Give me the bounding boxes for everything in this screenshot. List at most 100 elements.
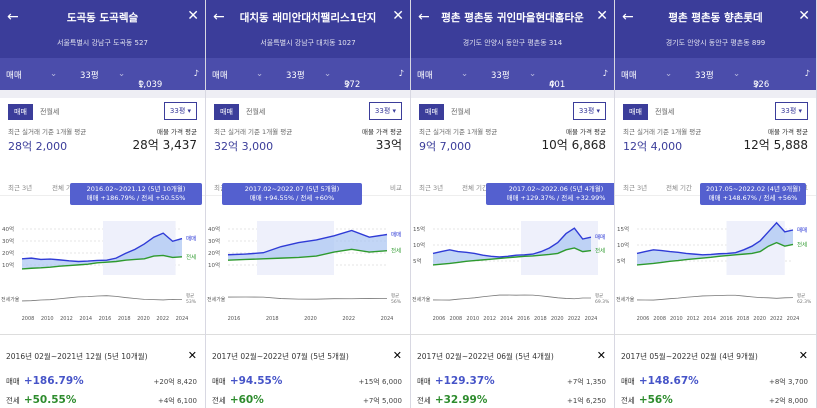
close-icon[interactable]: ✕ (596, 8, 608, 24)
period-tab-all[interactable]: 전체 기간 (52, 184, 78, 192)
listing-average-value: 12억 5,888 (743, 138, 808, 152)
close-icon[interactable]: ✕ (798, 349, 808, 362)
sale-label: 매매 (621, 377, 635, 386)
trade-type-filter[interactable]: 매매 (621, 71, 637, 81)
search-icon: ⚲ (138, 80, 145, 90)
tab-sale[interactable]: 매매 (8, 104, 33, 120)
recent-price-label: 최근 실거래 기준 1개월 평균 (214, 128, 293, 136)
close-icon[interactable]: ✕ (798, 8, 810, 24)
period-tab-all[interactable]: 전체 기간 (462, 184, 488, 192)
size-select[interactable]: 33평 ▾ (368, 102, 402, 120)
size-filter[interactable]: 33평 (80, 71, 99, 81)
jeonse-line (432, 247, 592, 266)
bell-icon[interactable]: ♪ (804, 69, 810, 79)
size-filter[interactable]: 33평 (695, 71, 714, 81)
jeonse-change-row: 전세 +32.99% (417, 394, 487, 406)
period-tab-compare[interactable]: 비교 (390, 184, 402, 192)
chevron-down-icon[interactable]: ⌄ (733, 69, 741, 79)
jeonse-change-pct: +56% (638, 394, 673, 406)
chevron-down-icon[interactable]: ⌄ (461, 69, 469, 79)
filter-bar: 매매 ⌄ 33평 ⌄ ⚲ 1,039 ♪ (0, 58, 205, 90)
close-icon[interactable]: ✕ (187, 8, 199, 24)
y-tick-label: 20억 (2, 249, 14, 257)
size-select[interactable]: 33평 ▾ (572, 102, 606, 120)
complex-address: 경기도 안양시 동안구 평촌동 314 (462, 39, 563, 47)
filter-bar: 매매 ⌄ 33평 ⌄ ⚲ 372 ♪ (206, 58, 410, 90)
x-tick-label: 2016 (720, 316, 733, 322)
sale-line (227, 229, 388, 256)
size-filter[interactable]: 33평 (491, 71, 510, 81)
tab-jeonse[interactable]: 전월세 (40, 108, 60, 116)
period-tab-3y[interactable]: 최근 3년 (623, 184, 648, 192)
jeonse-change-pct: +50.55% (23, 394, 77, 406)
bell-icon[interactable]: ♪ (398, 69, 404, 79)
tab-sale[interactable]: 매매 (214, 104, 239, 120)
chevron-down-icon[interactable]: ⌄ (256, 69, 264, 79)
tab-jeonse[interactable]: 전월세 (246, 108, 266, 116)
trade-type-filter[interactable]: 매매 (417, 71, 433, 81)
chevron-down-icon[interactable]: ⌄ (324, 69, 332, 79)
sale-change-pct: +129.37% (434, 375, 495, 387)
jeonse-label: 전세 (212, 396, 226, 405)
back-arrow-icon[interactable]: ← (7, 9, 19, 25)
tooltip-range: 2017.02~2022.07 (5년 5개월) (244, 185, 340, 193)
bell-icon[interactable]: ♪ (193, 69, 199, 79)
complex-address: 서울특별시 강남구 대치동 1027 (260, 39, 356, 47)
price-chart: 40억 30억 20억 10억 매매 전세 전세가율 평균 53% 2008 2010 2012 201… (0, 213, 205, 326)
panel-2: ← 대치동 래미안대치팰리스1단지 ✕ 서울특별시 강남구 대치동 1027 매… (206, 0, 411, 408)
tab-jeonse[interactable]: 전월세 (451, 108, 471, 116)
jeonse-ratio-label: 전세가율 (1, 296, 20, 303)
period-tab-3y[interactable]: 최근 3년 (419, 184, 444, 192)
chevron-down-icon[interactable]: ⌄ (529, 69, 537, 79)
panel-1: ← 도곡동 도곡렉슬 ✕ 서울특별시 강남구 도곡동 527 매매 ⌄ 33평 … (0, 0, 206, 408)
listing-average-value: 28억 3,437 (132, 138, 197, 152)
chevron-down-icon[interactable]: ⌄ (50, 69, 58, 79)
range-tooltip: 2017.02~2022.06 (5년 4개월) 매매 +129.37% / 전… (486, 183, 614, 205)
search-icon: ⚲ (344, 80, 351, 90)
back-arrow-icon[interactable]: ← (418, 9, 430, 25)
close-icon[interactable]: ✕ (392, 8, 404, 24)
divider (206, 90, 410, 98)
listing-average-label: 매물 가격 평균 (565, 128, 606, 136)
y-tick-label: 20억 (208, 249, 220, 257)
jeonse-change-row: 전세 +60% (212, 394, 264, 406)
ratio-average-value: 69.3% (595, 299, 610, 305)
size-select[interactable]: 33평 ▾ (163, 102, 197, 120)
recent-price-label: 최근 실거래 기준 1개월 평균 (419, 128, 498, 136)
bell-icon[interactable]: ♪ (602, 69, 608, 79)
x-tick-label: 2018 (534, 316, 547, 322)
trade-type-filter[interactable]: 매매 (212, 71, 228, 81)
listing-count: 1,039 (138, 80, 163, 90)
period-tab-all[interactable]: 전체 기간 (666, 184, 692, 192)
tab-sale[interactable]: 매매 (419, 104, 444, 120)
panel-4: ← 평촌 평촌동 향촌롯데 ✕ 경기도 안양시 동안구 평촌동 899 매매 ⌄… (615, 0, 817, 408)
sale-change-row: 매매 +148.67% (621, 375, 699, 387)
x-tick-label: 2016 (517, 316, 530, 322)
panel-header: ← 평촌 평촌동 향촌롯데 ✕ 경기도 안양시 동안구 평촌동 899 (615, 0, 816, 58)
x-tick-label: 2024 (585, 316, 598, 322)
recent-price-label: 최근 실거래 기준 1개월 평균 (623, 128, 702, 136)
size-select[interactable]: 33평 ▾ (774, 102, 808, 120)
close-icon[interactable]: ✕ (596, 349, 606, 362)
chevron-down-icon[interactable]: ⌄ (665, 69, 673, 79)
range-tooltip: 2016.02~2021.12 (5년 10개월) 매매 +186.79% / … (70, 183, 202, 205)
size-filter[interactable]: 33평 (286, 71, 305, 81)
close-icon[interactable]: ✕ (392, 349, 402, 362)
trade-type-filter[interactable]: 매매 (6, 71, 22, 81)
search-icon: ⚲ (549, 80, 556, 90)
tooltip-range: 2017.05~2022.02 (4년 9개월) (706, 185, 801, 193)
tab-jeonse[interactable]: 전월세 (655, 108, 675, 116)
tab-sale[interactable]: 매매 (623, 104, 648, 120)
close-icon[interactable]: ✕ (187, 349, 197, 362)
back-arrow-icon[interactable]: ← (622, 9, 634, 25)
jeonse-line (21, 254, 183, 270)
x-tick-label: 2018 (737, 316, 750, 322)
x-tick-label: 2006 (637, 316, 650, 322)
back-arrow-icon[interactable]: ← (213, 9, 225, 25)
sale-jeonse-gap-area (637, 222, 793, 265)
period-tab-3y[interactable]: 최근 3년 (8, 184, 33, 192)
chevron-down-icon[interactable]: ⌄ (118, 69, 126, 79)
listing-count: 326 (753, 80, 770, 90)
